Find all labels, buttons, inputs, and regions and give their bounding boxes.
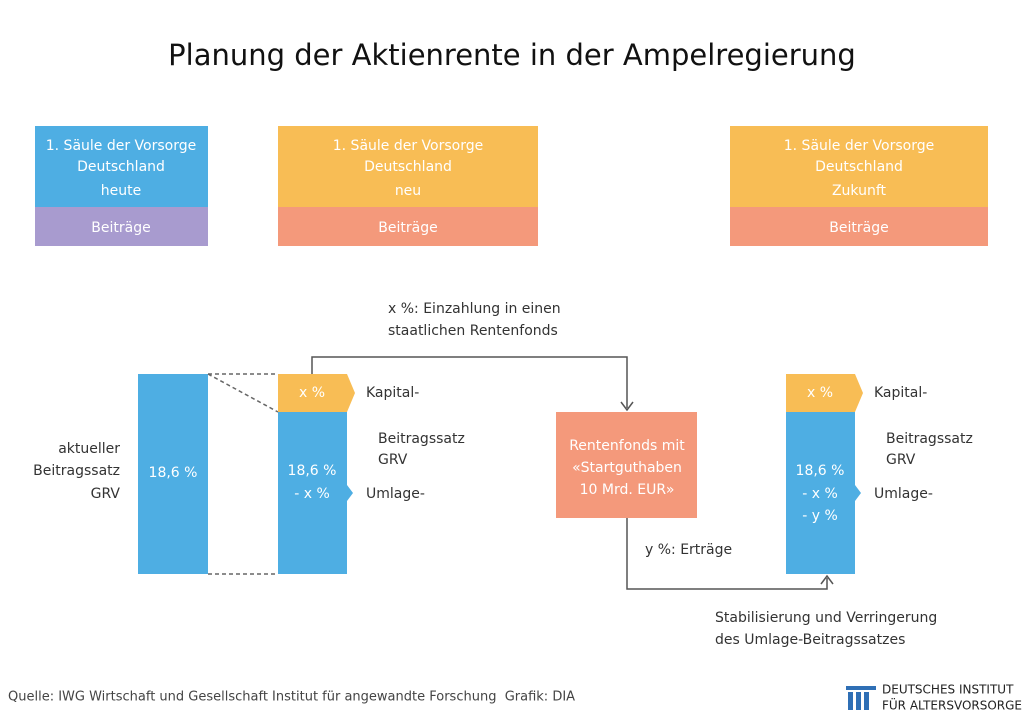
header-line: 1. Säule der Vorsorge — [46, 138, 197, 154]
side-label: Beitragssatz — [378, 431, 465, 447]
flow-label: staatlichen Rentenfonds — [388, 323, 558, 339]
header-line: heute — [101, 183, 141, 199]
bar-label: x % — [807, 385, 833, 401]
arrowhead — [620, 401, 634, 412]
bar-levy — [278, 412, 353, 574]
logo-pillar — [864, 692, 869, 710]
arrow-inflow — [311, 356, 628, 408]
flow-label: Stabilisierung und Verringerung — [715, 610, 937, 626]
bar-levy — [786, 412, 861, 574]
bar-label: - y % — [802, 508, 838, 524]
logo-pillar — [848, 692, 853, 710]
fund-label: 10 Mrd. EUR» — [580, 482, 675, 498]
header-line: 1. Säule der Vorsorge — [784, 138, 935, 154]
header-line: Deutschland — [77, 159, 165, 175]
side-label: Umlage- — [874, 486, 933, 502]
column-zukunft: 1. Säule der Vorsorge Deutschland Zukunf… — [730, 126, 988, 246]
fund-label: «Startguthaben — [572, 460, 682, 476]
header-box — [730, 126, 988, 207]
side-label: Kapital- — [366, 385, 419, 401]
column-heute: 1. Säule der Vorsorge Deutschland heute … — [35, 126, 208, 246]
header-line: Deutschland — [815, 159, 903, 175]
title: Planung der Aktienrente in der Ampelregi… — [168, 38, 856, 72]
column-neu: 1. Säule der Vorsorge Deutschland neu Be… — [278, 126, 538, 246]
header-line: Deutschland — [364, 159, 452, 175]
bar-label: - x % — [294, 486, 330, 502]
connectors — [207, 373, 279, 575]
bar-label: 18,6 % — [149, 465, 198, 481]
connector — [207, 373, 279, 413]
side-label: Umlage- — [366, 486, 425, 502]
arrow-returns — [626, 518, 828, 590]
flow-label: des Umlage-Beitragssatzes — [715, 632, 905, 648]
footer-label: Beiträge — [378, 220, 437, 236]
arrowhead — [820, 574, 834, 585]
footer-box — [278, 207, 538, 246]
side-label: GRV — [378, 452, 408, 468]
header-line: neu — [395, 183, 421, 199]
header-box — [278, 126, 538, 207]
bar-capital — [278, 374, 355, 412]
bar-current — [138, 374, 208, 574]
bar-label: x % — [299, 385, 325, 401]
side-label: Beitragssatz — [886, 431, 973, 447]
footer-label: Beiträge — [829, 220, 888, 236]
footer-box — [35, 207, 208, 246]
header-line: 1. Säule der Vorsorge — [333, 138, 484, 154]
left-label: GRV — [91, 486, 121, 502]
fund-label: Rentenfonds mit — [569, 438, 685, 454]
side-label: Kapital- — [874, 385, 927, 401]
left-label: Beitragssatz — [33, 463, 120, 479]
header-line: Zukunft — [832, 183, 887, 199]
logo-icon — [846, 686, 876, 710]
left-label: aktueller — [58, 441, 120, 457]
side-label: GRV — [886, 452, 916, 468]
source: Quelle: IWG Wirtschaft und Gesellschaft … — [8, 690, 575, 705]
bar-label: 18,6 % — [796, 463, 845, 479]
bar-capital — [786, 374, 863, 412]
logo-text: FÜR ALTERSVORSORGE — [882, 697, 1022, 713]
logo-bar — [846, 686, 876, 690]
bar-label: - x % — [802, 486, 838, 502]
flow-label: x %: Einzahlung in einen — [388, 301, 561, 317]
logo-text: DEUTSCHES INSTITUT — [882, 683, 1014, 697]
flow-label: y %: Erträge — [645, 542, 732, 558]
logo-pillar — [856, 692, 861, 710]
bar-label: 18,6 % — [288, 463, 337, 479]
footer-label: Beiträge — [91, 220, 150, 236]
fund-box — [556, 412, 697, 518]
header-box — [35, 126, 208, 207]
footer-box — [730, 207, 988, 246]
